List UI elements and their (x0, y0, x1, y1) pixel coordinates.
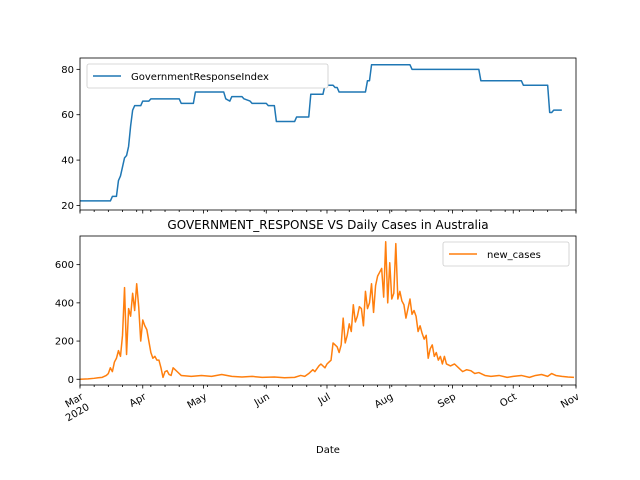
chart-title: GOVERNMENT_RESPONSE VS Daily Cases in Au… (167, 218, 488, 232)
x-tick-label-line: Jul (316, 392, 333, 408)
x-axis-label: Date (316, 445, 340, 456)
top-x-ticks (79, 210, 577, 214)
bottom-series-layer (79, 240, 575, 381)
bottom-legend-label: new_cases (487, 250, 541, 261)
series-line-governmentresponseindex (80, 64, 562, 202)
x-tick-label-line: May (186, 392, 209, 412)
x-tick-label-line: Nov (559, 392, 581, 411)
bottom-axes: GOVERNMENT_RESPONSE VS Daily Cases in Au… (55, 218, 582, 456)
x-tick-label: Jun (252, 392, 272, 410)
x-tick-label-line: Apr (128, 391, 149, 410)
x-tick-label: Apr (128, 391, 149, 410)
y-tick-label: 400 (55, 298, 74, 309)
x-tick-label: Sep (436, 392, 458, 411)
top-axes-frame (79, 57, 577, 211)
bottom-axes-frame (79, 235, 577, 386)
top-series-layer (80, 64, 562, 202)
x-tick-label: Oct (498, 391, 519, 409)
x-tick-label-line: Sep (436, 392, 458, 411)
top-legend-box (86, 63, 329, 89)
top-legend-label: GovernmentResponseIndex (131, 72, 269, 83)
y-tick-label: 600 (55, 260, 74, 271)
x-tick-label-line: Oct (498, 391, 519, 409)
x-tick-label: Nov (559, 392, 581, 411)
top-y-ticks: 20 40 60 80 (61, 65, 80, 212)
bottom-legend: new_cases (442, 241, 570, 267)
x-tick-label-line: Aug (373, 392, 395, 411)
x-tick-label: Jul (316, 392, 333, 408)
y-tick-label: 0 (68, 375, 74, 386)
x-tick-label: Aug (373, 392, 395, 411)
series-line-new-cases (79, 240, 575, 381)
bottom-y-ticks: 0 200 400 600 (55, 260, 80, 386)
y-tick-label: 60 (61, 110, 74, 121)
y-tick-label: 20 (61, 201, 74, 212)
y-tick-label: 80 (61, 65, 74, 76)
top-axes: 20 40 60 80 GovernmentResponseIndex (61, 57, 577, 214)
top-legend: GovernmentResponseIndex (86, 63, 329, 89)
x-tick-label: May (186, 392, 209, 412)
x-tick-label-line: Jun (252, 392, 272, 410)
y-tick-label: 40 (61, 156, 74, 167)
bottom-legend-box (442, 241, 570, 267)
y-tick-label: 200 (55, 337, 74, 348)
